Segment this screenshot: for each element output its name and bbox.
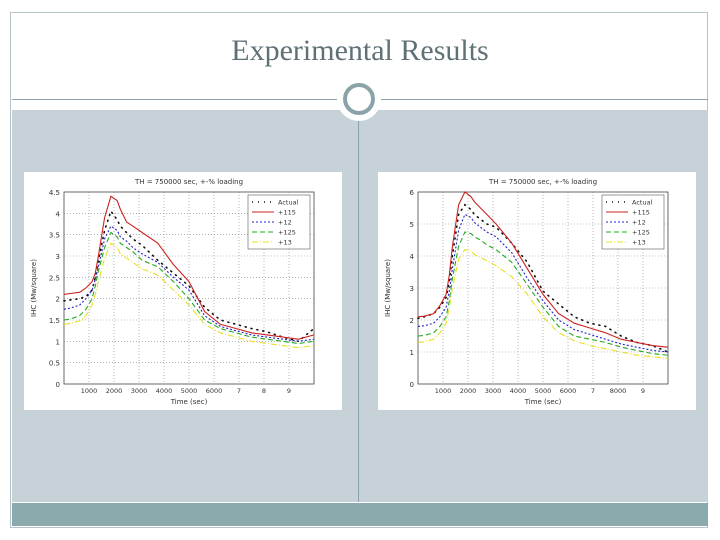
footer-bar: [12, 503, 708, 526]
series-line-plus-125: [63, 231, 315, 345]
y-tick-label: 6: [410, 189, 415, 197]
y-axis-label: IHC (Mw/square): [30, 259, 38, 317]
legend-label: +12: [278, 219, 292, 227]
x-tick-label: 5000: [535, 387, 552, 395]
legend-label: +125: [632, 229, 650, 237]
series-line-Actual: [417, 203, 669, 353]
circle-ornament-icon: [337, 77, 381, 121]
series-line-plus-13: [63, 242, 315, 349]
series-line-plus-125: [417, 231, 669, 356]
chart-right: TH = 750000 sec, +-% loading 6 5 4 3 2 1 0 1000 2…: [384, 178, 669, 406]
x-tick-label: 2000: [106, 387, 123, 395]
x-tick-label: 4000: [510, 387, 527, 395]
y-tick-label: 3: [410, 285, 414, 293]
x-tick-label: 3000: [485, 387, 502, 395]
y-tick-label: 0: [56, 381, 60, 389]
legend-label: +12: [632, 219, 646, 227]
y-tick-label: 3: [56, 253, 60, 261]
y-axis-label: IHC (Mw/square): [384, 259, 392, 317]
y-tick-label: 4: [56, 210, 61, 218]
chart-panel-right: TH = 750000 sec, +-% loading 6 5 4 3 2 1 0 1000 2…: [378, 172, 696, 410]
chart-title: TH = 750000 sec, +-% loading: [488, 178, 597, 186]
y-tick-label: 1: [410, 349, 414, 357]
series-line-plus-12: [63, 225, 315, 342]
y-tick-label: 2: [56, 296, 60, 304]
y-tick-label: 2.5: [49, 274, 60, 282]
x-tick-label: 9: [641, 387, 645, 395]
chart-left: TH = 750000 sec, +-% loading 4.5 4 3.5 3 2.5 2…: [30, 178, 315, 406]
x-tick-label: 8: [262, 387, 266, 395]
y-tick-label: 0: [410, 381, 414, 389]
x-tick-label: 7: [237, 387, 241, 395]
legend-label: +115: [278, 209, 296, 217]
legend-label: +13: [278, 239, 292, 247]
series-line-plus-12: [417, 213, 669, 353]
x-tick-label: 2000: [460, 387, 477, 395]
title-rule-right: [381, 99, 708, 100]
x-tick-label: 4000: [156, 387, 173, 395]
y-tick-label: 0.5: [49, 360, 60, 368]
x-tick-label: 8000: [610, 387, 627, 395]
legend-label: +115: [632, 209, 650, 217]
series-line-plus-115: [417, 191, 669, 348]
x-tick-label: 6000: [206, 387, 223, 395]
y-tick-label: 2: [410, 317, 414, 325]
legend-label: Actual: [278, 199, 299, 207]
x-tick-label: 7: [591, 387, 595, 395]
x-tick-label: 1000: [81, 387, 98, 395]
chart-title: TH = 750000 sec, +-% loading: [134, 178, 243, 186]
legend-label: Actual: [632, 199, 653, 207]
x-axis-label: Time (sec): [170, 398, 208, 406]
series-line-plus-115: [63, 195, 315, 340]
y-tick-label: 1: [56, 338, 60, 346]
chart-panel-left: TH = 750000 sec, +-% loading 4.5 4 3.5 3 2.5 2…: [24, 172, 342, 410]
y-tick-label: 3.5: [49, 232, 60, 240]
x-tick-label: 9: [287, 387, 291, 395]
x-tick-label: 3000: [131, 387, 148, 395]
slide-title: Experimental Results: [231, 34, 489, 67]
column-divider: [358, 118, 359, 502]
title-rule-left: [12, 99, 337, 100]
legend-box: [601, 194, 665, 250]
x-tick-label: 6000: [560, 387, 577, 395]
legend-label: +13: [632, 239, 646, 247]
legend-label: +125: [278, 229, 296, 237]
y-tick-label: 4: [410, 253, 415, 261]
x-tick-label: 1000: [435, 387, 452, 395]
y-tick-label: 4.5: [49, 189, 60, 197]
series-line-Actual: [63, 209, 315, 343]
x-tick-label: 5000: [181, 387, 198, 395]
series-line-plus-13: [417, 248, 669, 359]
y-tick-label: 1.5: [49, 317, 60, 325]
legend-box: [247, 194, 311, 250]
x-axis-label: Time (sec): [524, 398, 562, 406]
y-tick-label: 5: [410, 221, 414, 229]
